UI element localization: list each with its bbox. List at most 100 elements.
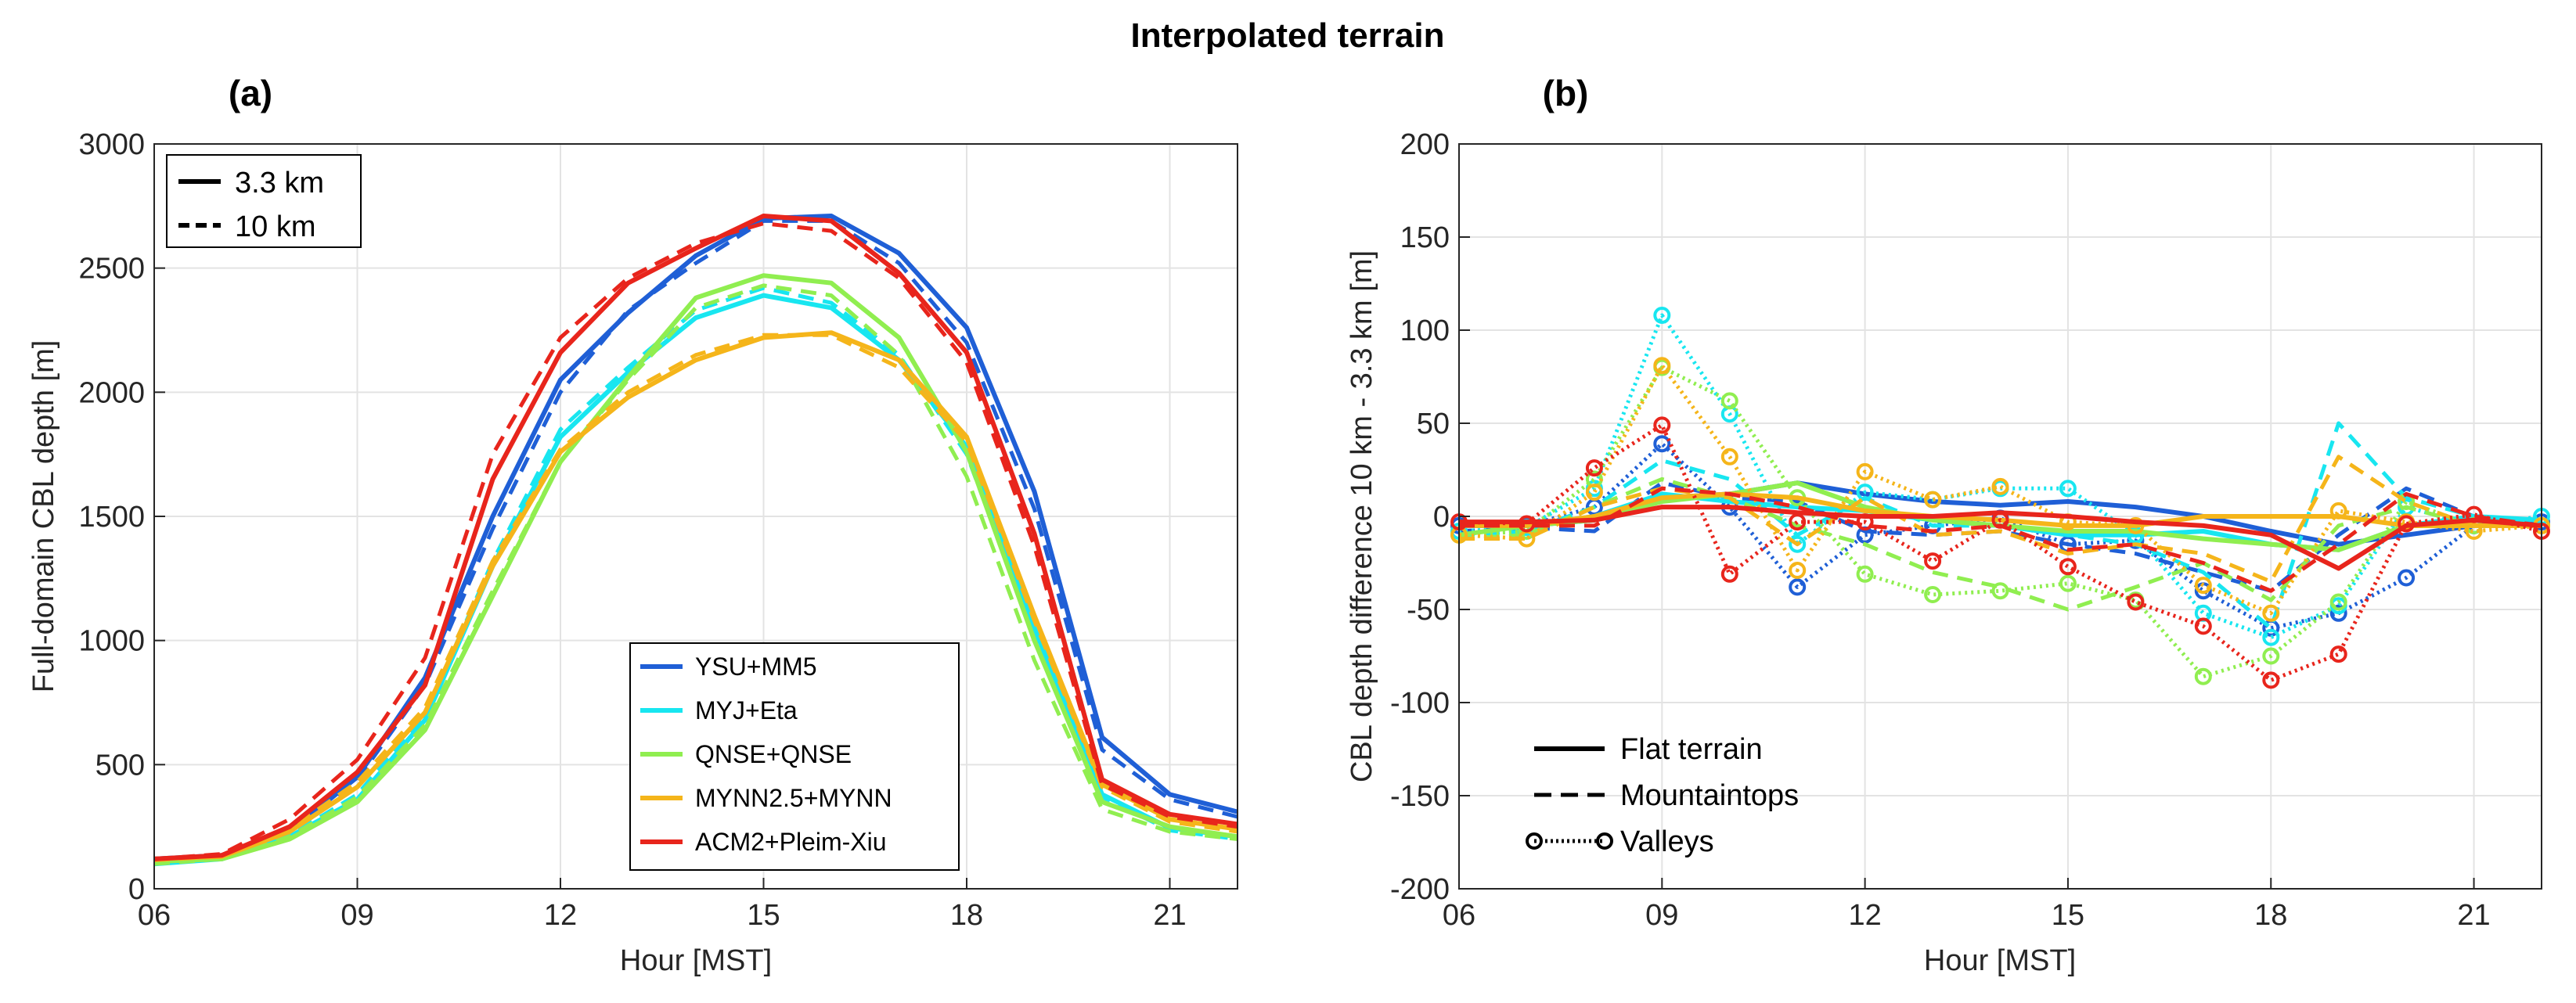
panel-a-series — [153, 214, 1238, 867]
panel-b-point-mynn2-5-mynn-valleys — [1991, 477, 2009, 495]
panel-a-label: (a) — [229, 73, 272, 113]
figure-title: Interpolated terrain — [1131, 16, 1445, 55]
panel-b-ytick-label: 0 — [1433, 501, 1450, 534]
panel-a-ytick-label: 2500 — [78, 253, 145, 286]
panel-a: (a) 06 09 12 15 18 21 0 500 1000 1500 2000 2500 3000… — [27, 73, 1238, 977]
legend-solid-label: 3.3 km — [235, 167, 324, 200]
panel-b-point-ysu-mm5-valleys — [1789, 578, 1807, 596]
panel-b-line-myj-eta-valleys — [1458, 313, 2542, 640]
panel-b-point-qnse-qnse-valleys — [2059, 574, 2077, 592]
panel-a-line-ysu-mm5-10-km — [153, 218, 1238, 862]
panel-b-point-qnse-qnse-valleys — [1991, 582, 2009, 600]
panel-a-xtick-label: 12 — [544, 899, 577, 932]
panel-b-point-qnse-qnse-valleys — [2329, 593, 2347, 611]
panel-b-xtick-label: 09 — [1645, 899, 1678, 932]
panel-b-point-myj-eta-valleys — [1856, 484, 1874, 501]
panel-b-point-acm2-pleim-xiu-valleys — [2465, 505, 2483, 523]
panel-b-point-acm2-pleim-xiu-valleys — [1720, 565, 1738, 583]
panel-b-label: (b) — [1543, 73, 1589, 113]
panel-b-ytick-label: -100 — [1390, 687, 1450, 720]
panel-b-ytick-label: 100 — [1400, 315, 1450, 347]
panel-a-ytick-label: 0 — [128, 873, 145, 906]
panel-b-ytick-label: -50 — [1407, 594, 1450, 627]
panel-b-point-ysu-mm5-valleys — [1653, 435, 1671, 453]
panel-b-point-mynn2-5-mynn-valleys — [2194, 577, 2212, 595]
panel-a-line-acm2-pleim-xiu-3-3-km — [153, 214, 1238, 861]
panel-b-point-mynn2-5-mynn-valleys — [1924, 491, 1942, 509]
panel-b-point-myj-eta-valleys — [1653, 307, 1671, 324]
panel-b-point-mynn2-5-mynn-valleys — [1789, 562, 1807, 579]
legend-label-mynn: MYNN2.5+MYNN — [695, 784, 892, 812]
panel-b-line-qnse-qnse-valleys — [1458, 365, 2542, 679]
panel-b-line-ysu-mm5-valleys — [1459, 441, 2542, 631]
panel-b-point-qnse-qnse-valleys — [1856, 565, 1874, 583]
terrain-legend: Flat terrain Mountaintops Valleys — [1526, 733, 1799, 858]
panel-b-point-myj-eta-valleys — [1789, 535, 1807, 553]
panel-b-point-mynn2-5-mynn-valleys — [1856, 462, 1874, 480]
panel-b-point-ysu-mm5-valleys — [2398, 569, 2416, 587]
panel-b-xlabel: Hour [MST] — [1924, 944, 2076, 977]
panel-b-point-qnse-qnse-valleys — [2262, 647, 2280, 665]
panel-b-point-mynn2-5-mynn-valleys — [2262, 604, 2280, 622]
scheme-legend-box — [629, 642, 960, 871]
panel-b-xtick-label: 06 — [1443, 899, 1475, 932]
panel-b-point-acm2-pleim-xiu-valleys — [1585, 459, 1603, 477]
resolution-legend-box — [166, 154, 362, 248]
panel-b-xtick-label: 12 — [1848, 899, 1881, 932]
scheme-legend: YSU+MM5 MYJ+Eta QNSE+QNSE MYNN2.5+MYNN A… — [629, 642, 960, 871]
panel-b-point-acm2-pleim-xiu-valleys — [1518, 515, 1536, 533]
panel-b-ytick-label: -150 — [1390, 780, 1450, 813]
legend-label-ysu: YSU+MM5 — [695, 652, 817, 681]
panel-b: (b) 06 09 12 15 18 21 -200 -150 -100 -50 0 50 100 150… — [1346, 73, 2550, 977]
panel-a-line-mynn2-5-mynn-10-km — [153, 333, 1238, 862]
panel-b-point-qnse-qnse-valleys — [2194, 667, 2212, 685]
legend-label-qnse: QNSE+QNSE — [695, 740, 852, 768]
panel-a-line-ysu-mm5-3-3-km — [153, 214, 1238, 861]
panel-b-point-mynn2-5-mynn-valleys — [2127, 516, 2145, 534]
panel-b-point-qnse-qnse-valleys — [1924, 586, 1942, 603]
panel-b-xtick-label: 21 — [2457, 899, 2490, 932]
legend-valley-marker-left — [1526, 832, 1543, 850]
panel-b-point-acm2-pleim-xiu-valleys — [2329, 645, 2347, 663]
panel-a-line-mynn2-5-mynn-3-3-km — [153, 330, 1238, 861]
panel-a-xtick-label: 09 — [340, 899, 373, 932]
panel-a-line-acm2-pleim-xiu-10-km — [153, 221, 1238, 861]
panel-a-ylabel: Full-domain CBL depth [m] — [27, 340, 60, 693]
panel-b-ytick-label: 200 — [1400, 128, 1450, 161]
panel-b-xtick-label: 18 — [2254, 899, 2287, 932]
panel-b-point-acm2-pleim-xiu-valleys — [1653, 416, 1671, 434]
panel-a-xlabel: Hour [MST] — [620, 944, 772, 977]
panel-a-ytick-label: 500 — [95, 749, 145, 782]
panel-b-point-mynn2-5-mynn-valleys — [2465, 523, 2483, 540]
panel-a-line-qnse-qnse-10-km — [153, 283, 1238, 866]
panel-a-xtick-label: 15 — [747, 899, 780, 932]
panel-b-ticks: 06 09 12 15 18 21 -200 -150 -100 -50 0 50 100 150 200 — [1390, 128, 2491, 932]
panel-b-point-myj-eta-valleys — [2059, 480, 2077, 498]
panel-b-point-mynn2-5-mynn-valleys — [1720, 448, 1738, 466]
panel-b-grid — [1458, 143, 2542, 890]
panel-a-xtick-label: 06 — [138, 899, 171, 932]
panel-b-point-mynn2-5-mynn-valleys — [1585, 484, 1603, 501]
panel-b-point-acm2-pleim-xiu-valleys — [1924, 552, 1942, 570]
panel-a-xtick-label: 18 — [950, 899, 983, 932]
panel-b-xtick-label: 15 — [2052, 899, 2084, 932]
panel-b-ylabel: CBL depth difference 10 km - 3.3 km [m] — [1346, 250, 1378, 782]
panel-b-line-acm2-pleim-xiu-valleys — [1458, 422, 2542, 682]
legend-label-myj: MYJ+Eta — [695, 696, 798, 724]
legend-mountain-label: Mountaintops — [1620, 779, 1799, 812]
panel-a-ytick-label: 1000 — [78, 625, 145, 658]
panel-a-ytick-label: 1500 — [78, 501, 145, 534]
panel-b-point-acm2-pleim-xiu-valleys — [2127, 593, 2145, 611]
panel-b-ytick-label: -200 — [1390, 873, 1450, 906]
panel-b-line-mynn2-5-mynn-mountaintops — [1459, 455, 2542, 584]
panel-b-point-acm2-pleim-xiu-valleys — [1856, 513, 1874, 531]
panel-b-line-mynn2-5-mynn-valleys — [1458, 363, 2542, 616]
panel-b-point-acm2-pleim-xiu-valleys — [1991, 511, 2009, 529]
panel-b-point-mynn2-5-mynn-valleys — [2329, 501, 2347, 519]
panel-b-point-acm2-pleim-xiu-valleys — [2262, 671, 2280, 689]
panel-a-ytick-label: 3000 — [78, 128, 145, 161]
resolution-legend: 3.3 km 10 km — [166, 154, 362, 248]
panel-a-ytick-label: 2000 — [78, 376, 145, 409]
legend-dashed-label: 10 km — [235, 210, 315, 243]
